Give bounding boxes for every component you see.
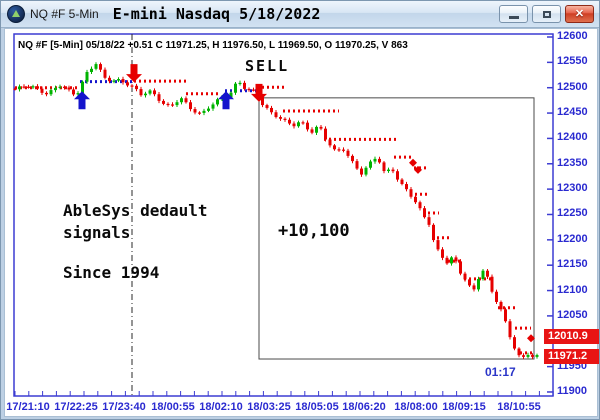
last-price-badge: 11971.2 [544, 348, 599, 364]
time-tick-label: 18/06:20 [342, 401, 386, 413]
time-tick-label: 17/21:10 [6, 401, 50, 413]
time-tick-label: 18/10:55 [497, 401, 541, 413]
time-tick-label: 18/05:05 [295, 401, 339, 413]
watermark-line3: Since 1994 [63, 263, 160, 282]
price-tick-label: 12300 [557, 182, 588, 195]
window-symbol-title: NQ #F 5-Min [30, 7, 99, 21]
time-tick-label: 17/23:40 [102, 401, 146, 413]
minimize-button[interactable] [499, 5, 528, 23]
stop-diamonds [409, 158, 535, 343]
price-tick-label: 12250 [557, 207, 588, 220]
logo-triangle [12, 10, 20, 17]
sell-arrow-icon [126, 64, 142, 83]
time-tick-label: 18/03:25 [247, 401, 291, 413]
price-tick-label: 12100 [557, 283, 588, 296]
buy-arrow-icon [74, 91, 90, 110]
ablesys-logo-icon [7, 5, 25, 23]
price-tick-label: 12150 [557, 258, 588, 271]
profit-label: +10,100 [278, 221, 350, 241]
price-tick-label: 12500 [557, 80, 588, 93]
price-tick-label: 12400 [557, 131, 588, 144]
signal-arrows [74, 64, 267, 110]
quote-info-bar: NQ #F [5-Min] 05/18/22 +0.51 C 11971.25,… [18, 40, 408, 51]
buy-arrow-icon [218, 91, 234, 110]
price-tick-label: 12450 [557, 106, 588, 119]
title-bar[interactable]: NQ #F 5-Min E-mini Nasdaq 5/18/2022 ✕ [1, 1, 599, 28]
watermark-line2: signals [63, 223, 131, 242]
price-tick-label: 12350 [557, 156, 588, 169]
sell-signal-label: SELL [245, 57, 290, 75]
price-tick-label: 12200 [557, 232, 588, 245]
price-tick-label: 11900 [557, 384, 587, 397]
time-tick-label: 18/00:55 [151, 401, 195, 413]
window-controls: ✕ [499, 5, 594, 23]
chart-area[interactable] [4, 28, 598, 417]
time-tick-label: 18/09:15 [442, 401, 486, 413]
price-tick-label: 12050 [557, 308, 588, 321]
time-tick-label: 17/22:25 [54, 401, 98, 413]
last-price-badge: 12010.9 [544, 328, 599, 344]
last-bar-time-label: 01:17 [485, 365, 516, 379]
time-tick-label: 18/02:10 [199, 401, 243, 413]
trade-highlight-box [258, 97, 535, 360]
restore-button[interactable] [532, 5, 561, 23]
price-tick-label: 12600 [557, 30, 588, 42]
close-icon: ✕ [574, 7, 585, 20]
minimize-icon [508, 16, 519, 19]
candles-layer [13, 62, 539, 360]
close-button[interactable]: ✕ [565, 5, 594, 23]
sell-arrow-icon [251, 83, 267, 102]
price-tick-label: 12550 [557, 55, 588, 68]
restore-icon [542, 10, 551, 18]
watermark-line1: AbleSys dedault [63, 201, 208, 220]
window-main-title: E-mini Nasdaq 5/18/2022 [112, 5, 321, 23]
time-tick-label: 18/08:00 [394, 401, 438, 413]
